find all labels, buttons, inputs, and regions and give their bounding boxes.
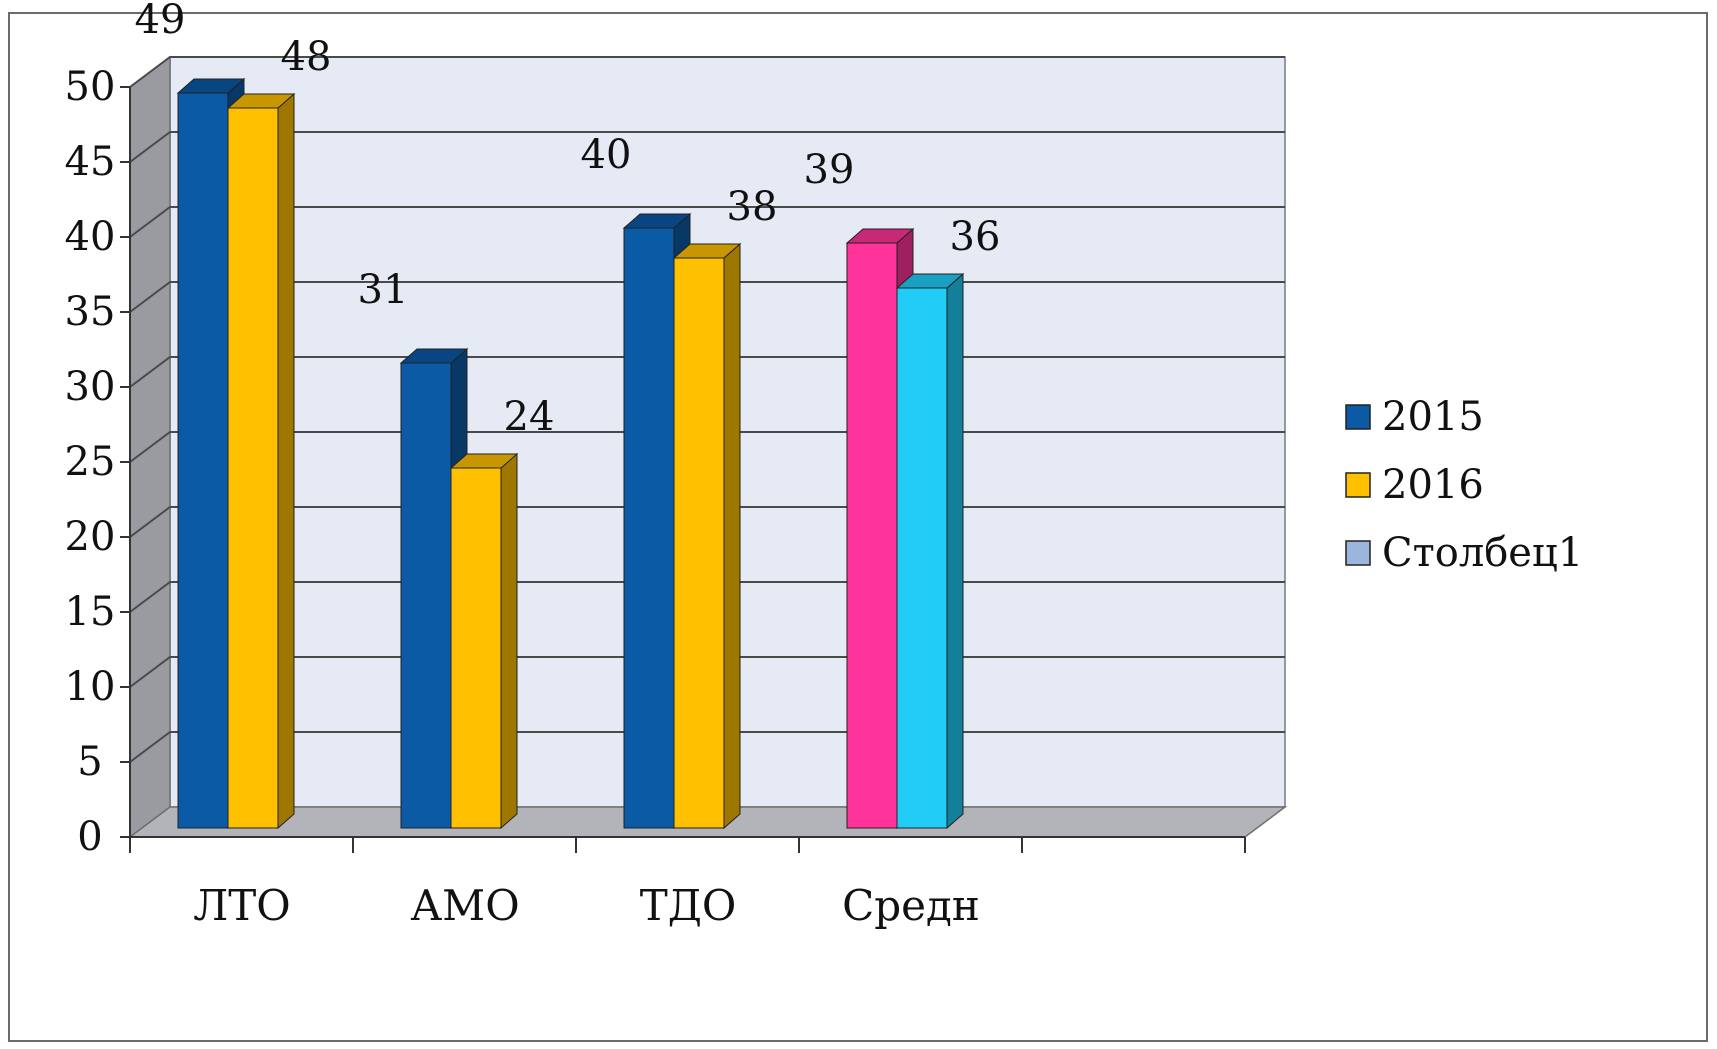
legend-swatch bbox=[1345, 404, 1371, 430]
bar-front bbox=[896, 287, 948, 829]
y-tick-label: 10 bbox=[65, 664, 116, 710]
gridline bbox=[129, 206, 1285, 238]
legend-swatch bbox=[1345, 472, 1371, 498]
y-tick-label: 50 bbox=[65, 64, 116, 110]
y-tick-label: 0 bbox=[77, 814, 102, 860]
legend-label: Столбец1 bbox=[1382, 530, 1583, 576]
legend: 2015 2016 Столбец1 bbox=[1345, 394, 1583, 576]
legend-label: 2016 bbox=[1382, 462, 1484, 508]
category-label: АМО bbox=[410, 881, 519, 930]
bar-front bbox=[227, 107, 279, 829]
bar-side bbox=[277, 92, 295, 830]
bar-front bbox=[450, 467, 502, 829]
data-label: 38 bbox=[727, 184, 778, 230]
bars bbox=[176, 77, 965, 830]
bar-2016-Средн bbox=[895, 272, 965, 830]
x-axis: ЛТО АМО ТДО Средн bbox=[129, 836, 1246, 930]
y-tick-label: 40 bbox=[65, 214, 116, 260]
gridline bbox=[129, 56, 1285, 88]
data-label: 39 bbox=[804, 147, 855, 193]
bar-2016-АМО bbox=[449, 452, 519, 830]
data-label: 24 bbox=[504, 394, 555, 440]
data-label: 48 bbox=[281, 34, 332, 80]
data-label: 49 bbox=[135, 0, 186, 43]
data-labels: 49 31 40 39 48 24 38 36 bbox=[135, 0, 1001, 440]
category-label: ЛТО bbox=[193, 881, 291, 930]
y-tick-label: 35 bbox=[65, 289, 116, 335]
legend-swatch bbox=[1345, 540, 1371, 566]
data-label: 40 bbox=[581, 132, 632, 178]
bar-front bbox=[673, 257, 725, 829]
y-axis-ticks: 0 5 10 15 20 25 30 35 40 45 50 bbox=[65, 64, 131, 860]
category-label: ТДО bbox=[640, 881, 737, 930]
y-tick-label: 25 bbox=[65, 439, 116, 485]
bar-side bbox=[500, 452, 518, 830]
y-tick-label: 5 bbox=[77, 739, 102, 785]
y-tick-label: 20 bbox=[65, 514, 116, 560]
data-label: 31 bbox=[358, 267, 409, 313]
bar-front bbox=[623, 227, 675, 829]
bar-2016-ТДО bbox=[672, 242, 742, 830]
data-label: 36 bbox=[950, 214, 1001, 260]
bar-side bbox=[946, 272, 964, 830]
bar-side bbox=[723, 242, 741, 830]
legend-label: 2015 bbox=[1382, 394, 1484, 440]
bar-front bbox=[177, 92, 229, 829]
y-tick-label: 15 bbox=[65, 589, 116, 635]
y-tick-label: 45 bbox=[65, 139, 116, 185]
category-label: Средн bbox=[842, 881, 980, 930]
gridline bbox=[129, 131, 1285, 163]
bar-front bbox=[846, 242, 898, 829]
bar-2016-ЛТО bbox=[226, 92, 296, 830]
y-tick-label: 30 bbox=[65, 364, 116, 410]
bar-front bbox=[400, 362, 452, 829]
